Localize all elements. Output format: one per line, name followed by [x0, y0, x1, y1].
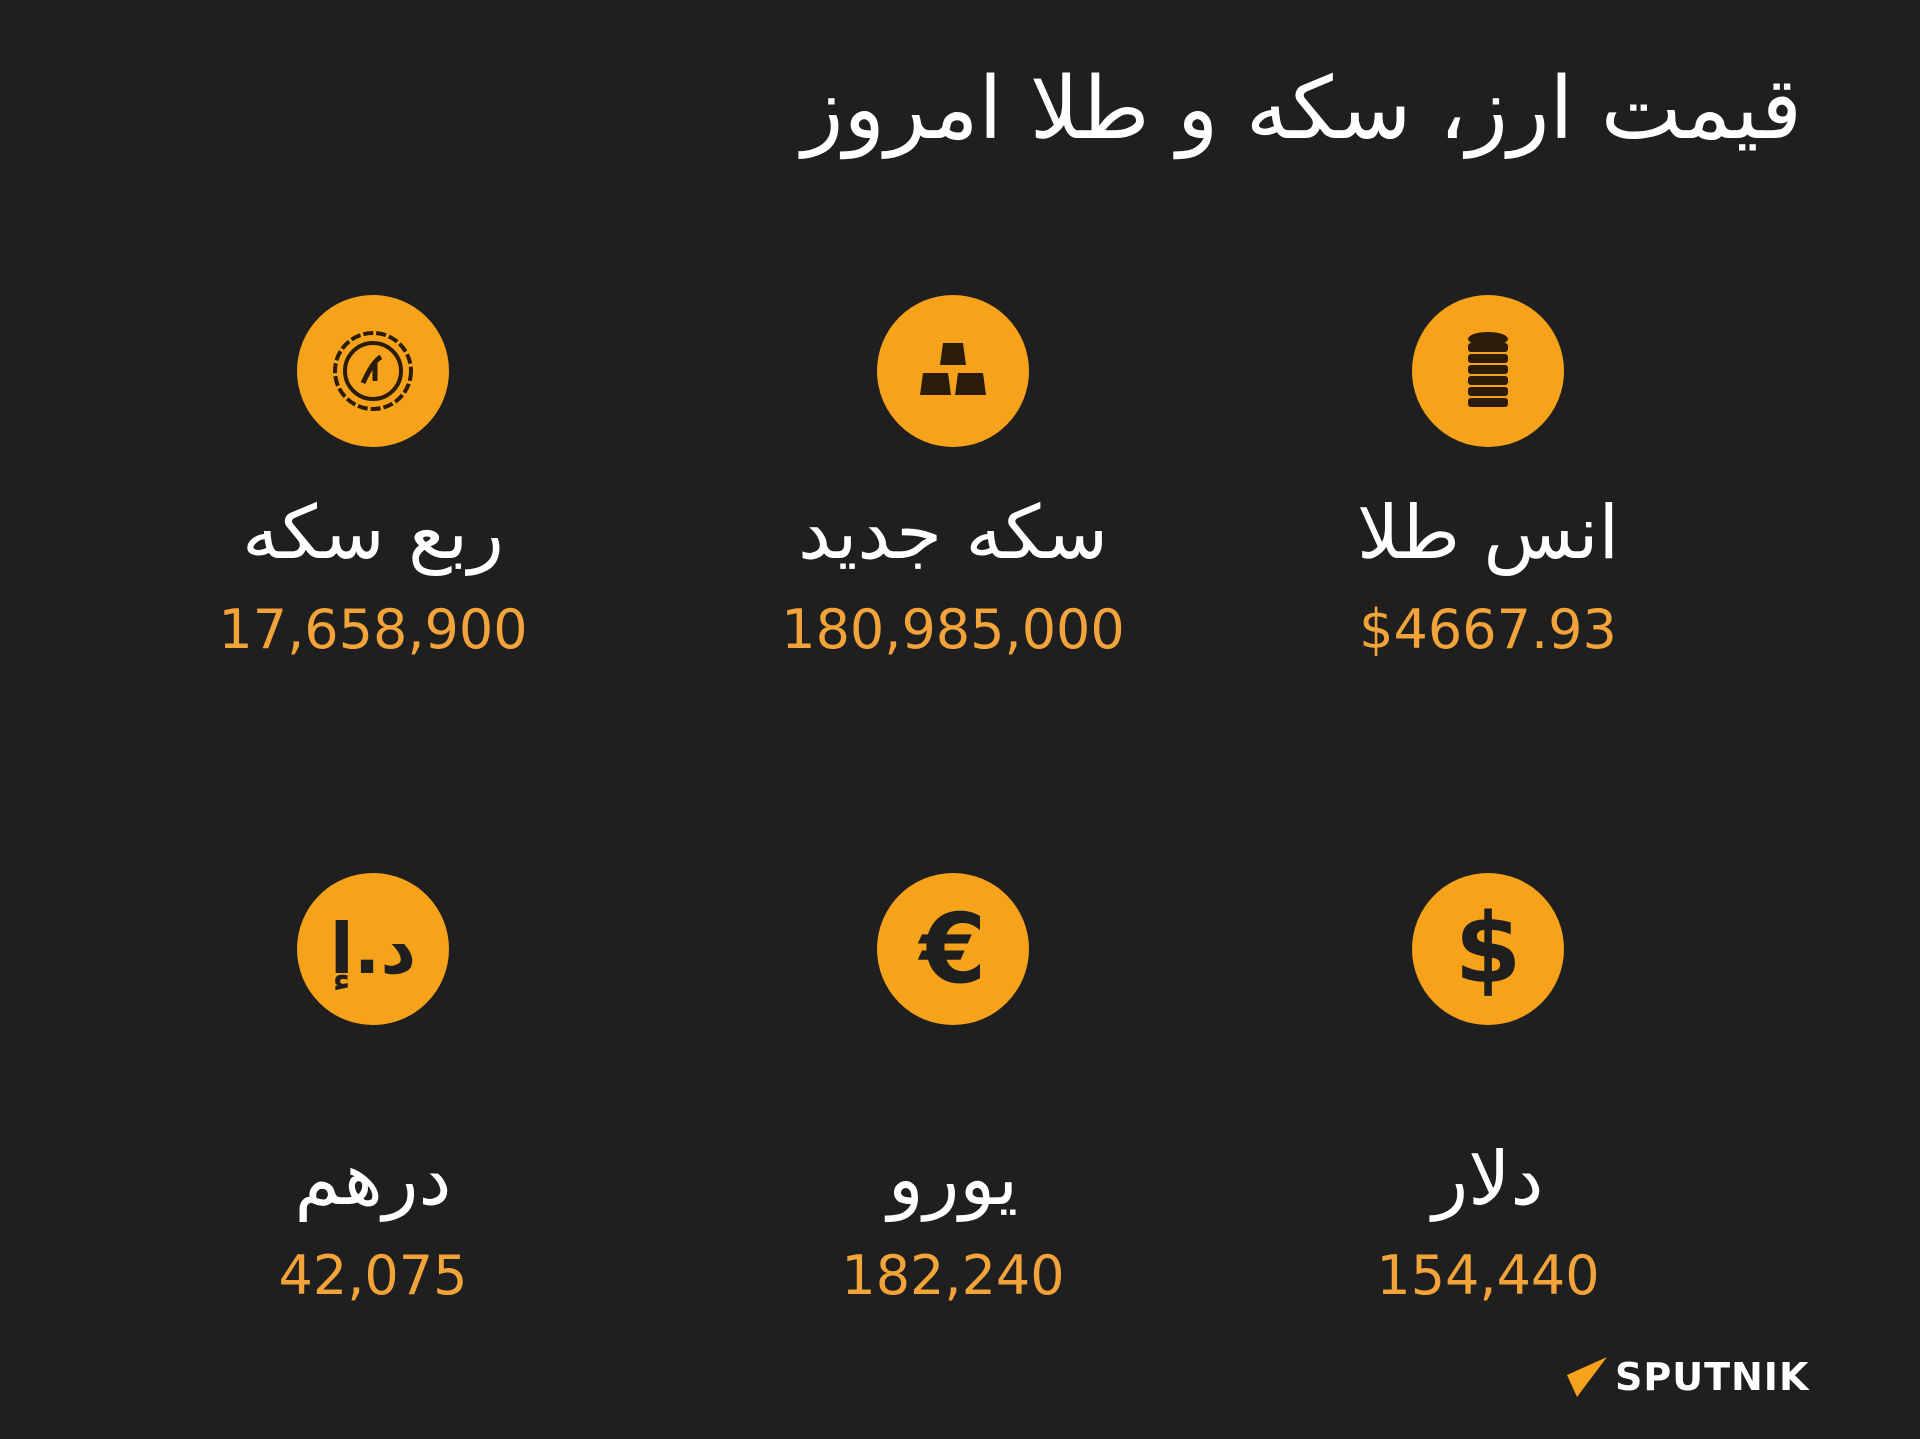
logo-text: SPUTNIK	[1615, 1355, 1810, 1399]
item-label: انس طلا	[1356, 490, 1620, 576]
item-value: 154,440	[1376, 1243, 1600, 1307]
coin-stack-icon	[1412, 295, 1564, 447]
item-label: ربع سکه	[242, 490, 504, 576]
item-label: یورو	[887, 1136, 1019, 1222]
gold-bars-icon	[877, 295, 1029, 447]
price-card-new-coin: سکه جدید 180,985,000	[673, 295, 1233, 663]
item-value: 182,240	[841, 1243, 1065, 1307]
sputnik-logo-icon	[1567, 1357, 1607, 1397]
dollar-icon: $	[1412, 873, 1564, 1025]
sputnik-logo: SPUTNIK	[1563, 1355, 1809, 1399]
item-value: 17,658,900	[218, 597, 528, 661]
item-label: دلار	[1432, 1136, 1544, 1222]
dirham-icon: د.إ	[297, 873, 449, 1025]
price-card-euro: € یورو 182,240	[673, 873, 1233, 1309]
item-value: 180,985,000	[781, 597, 1125, 661]
item-value: 42,075	[278, 1243, 468, 1307]
rial-coin-icon	[297, 295, 449, 447]
item-label: درهم	[294, 1136, 452, 1222]
euro-icon: €	[877, 873, 1029, 1025]
price-card-dirham: د.إ درهم 42,075	[93, 873, 653, 1309]
price-card-gold-ounce: انس طلا $4667.93	[1208, 295, 1768, 663]
price-card-quarter-coin: ربع سکه 17,658,900	[93, 295, 653, 663]
item-label: سکه جدید	[797, 490, 1109, 576]
page-title: قیمت ارز، سکه و طلا امروز	[801, 59, 1802, 159]
item-value: $4667.93	[1359, 597, 1617, 661]
price-card-dollar: $ دلار 154,440	[1208, 873, 1768, 1309]
